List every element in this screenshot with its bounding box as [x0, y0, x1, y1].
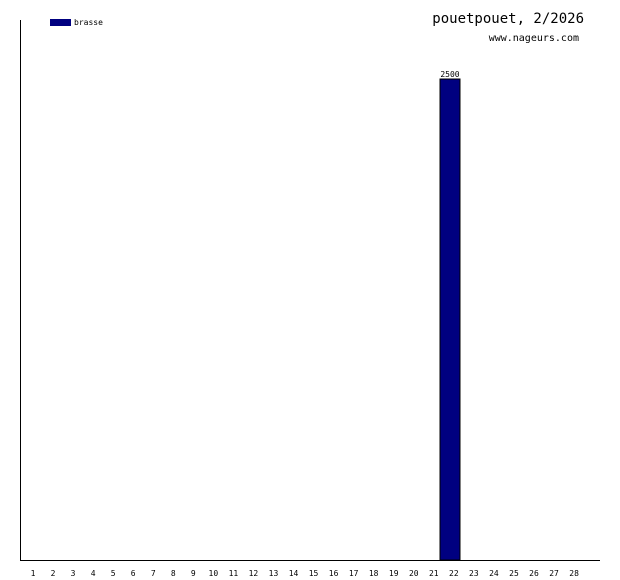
x-tick-label: 15 [309, 569, 319, 578]
x-tick-label: 4 [91, 569, 96, 578]
chart-subtitle: www.nageurs.com [489, 33, 579, 44]
legend-label: brasse [74, 18, 103, 27]
x-tick-label: 28 [569, 569, 579, 578]
x-tick-label: 8 [171, 569, 176, 578]
x-tick-label: 23 [469, 569, 479, 578]
bar-day-22 [439, 78, 461, 561]
x-tick-label: 1 [31, 569, 36, 578]
x-tick-label: 6 [131, 569, 136, 578]
x-tick-label: 20 [409, 569, 419, 578]
x-tick-label: 11 [229, 569, 239, 578]
x-tick-label: 12 [249, 569, 259, 578]
legend-swatch [50, 19, 71, 26]
x-tick-label: 2 [51, 569, 56, 578]
x-tick-label: 18 [369, 569, 379, 578]
x-tick-label: 19 [389, 569, 399, 578]
x-tick-label: 14 [289, 569, 299, 578]
x-tick-label: 5 [111, 569, 116, 578]
data-label: 2500 [440, 70, 459, 79]
x-tick-label: 13 [269, 569, 279, 578]
x-tick-label: 9 [191, 569, 196, 578]
x-tick-label: 10 [209, 569, 219, 578]
x-tick-label: 22 [449, 569, 459, 578]
x-tick-label: 24 [489, 569, 499, 578]
chart-title: pouetpouet, 2/2026 [432, 11, 584, 27]
x-tick-label: 26 [529, 569, 539, 578]
x-tick-label: 16 [329, 569, 339, 578]
x-tick-label: 3 [71, 569, 76, 578]
x-tick-label: 27 [549, 569, 559, 578]
x-tick-label: 7 [151, 569, 156, 578]
x-tick-label: 25 [509, 569, 519, 578]
x-tick-label: 21 [429, 569, 439, 578]
x-tick-label: 17 [349, 569, 359, 578]
